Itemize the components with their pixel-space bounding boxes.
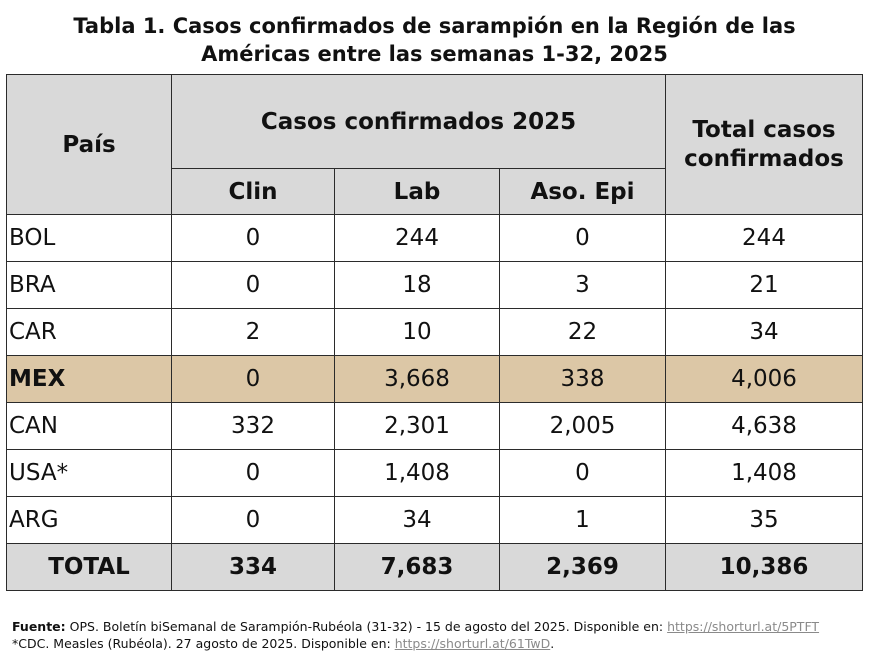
cell-country: MEX <box>6 355 172 403</box>
cell-country: CAR <box>6 308 172 356</box>
header-total-confirmed: Total casos confirmados <box>665 74 863 215</box>
cell-country: ARG <box>6 496 172 544</box>
cell-clin: 0 <box>171 496 335 544</box>
table-title: Tabla 1. Casos confirmados de sarampión … <box>0 12 869 68</box>
source-link[interactable]: https://shorturl.at/5PTFT <box>667 619 820 634</box>
table-row: CAR 2 10 22 34 <box>6 308 863 356</box>
cell-country: BOL <box>6 214 172 262</box>
cell-country: CAN <box>6 402 172 450</box>
cell-clin: 0 <box>171 449 335 497</box>
cell-total: 1,408 <box>665 449 863 497</box>
cell-clin: 2 <box>171 308 335 356</box>
header-country: País <box>6 74 172 215</box>
table-row: ARG 0 34 1 35 <box>6 496 863 544</box>
cell-lab: 3,668 <box>334 355 500 403</box>
cell-clin: 0 <box>171 355 335 403</box>
cell-total-lab: 7,683 <box>334 543 500 591</box>
cell-aso-epi: 3 <box>499 261 666 309</box>
header-confirmed-cases-2025: Casos confirmados 2025 <box>171 74 666 169</box>
cell-lab: 1,408 <box>334 449 500 497</box>
header-clin: Clin <box>171 168 335 215</box>
footnotes: Fuente: OPS. Boletín biSemanal de Saramp… <box>12 618 819 652</box>
header-aso-epi: Aso. Epi <box>499 168 666 215</box>
cell-total-clin: 334 <box>171 543 335 591</box>
table-row: CAN 332 2,301 2,005 4,638 <box>6 402 863 450</box>
cell-clin: 332 <box>171 402 335 450</box>
cell-aso-epi: 1 <box>499 496 666 544</box>
cell-total: 244 <box>665 214 863 262</box>
cell-country: USA* <box>6 449 172 497</box>
header-lab: Lab <box>334 168 500 215</box>
cell-clin: 0 <box>171 214 335 262</box>
cell-total: 4,006 <box>665 355 863 403</box>
cell-lab: 34 <box>334 496 500 544</box>
cell-lab: 244 <box>334 214 500 262</box>
table-title-line-1: Tabla 1. Casos confirmados de sarampión … <box>73 14 796 38</box>
table-row: BOL 0 244 0 244 <box>6 214 863 262</box>
cell-total-aso-epi: 2,369 <box>499 543 666 591</box>
table-row: BRA 0 18 3 21 <box>6 261 863 309</box>
source-note: Fuente: OPS. Boletín biSemanal de Saramp… <box>12 618 819 635</box>
measles-cases-table: País Casos confirmados 2025 Total casos … <box>6 74 863 591</box>
cell-total: 34 <box>665 308 863 356</box>
cell-lab: 10 <box>334 308 500 356</box>
cell-aso-epi: 338 <box>499 355 666 403</box>
cell-total: 4,638 <box>665 402 863 450</box>
cdc-note-text: *CDC. Measles (Rubéola). 27 agosto de 20… <box>12 636 395 651</box>
table-title-line-2: Américas entre las semanas 1-32, 2025 <box>201 42 668 66</box>
source-text: OPS. Boletín biSemanal de Sarampión-Rubé… <box>65 619 668 634</box>
cell-total-label: TOTAL <box>6 543 172 591</box>
table-row: USA* 0 1,408 0 1,408 <box>6 449 863 497</box>
cell-lab: 2,301 <box>334 402 500 450</box>
cdc-note: *CDC. Measles (Rubéola). 27 agosto de 20… <box>12 635 819 652</box>
cdc-note-end: . <box>550 636 555 651</box>
cell-clin: 0 <box>171 261 335 309</box>
cell-aso-epi: 2,005 <box>499 402 666 450</box>
cdc-link[interactable]: https://shorturl.at/61TwD <box>394 636 551 651</box>
table-total-row: TOTAL 334 7,683 2,369 10,386 <box>6 543 863 591</box>
cell-lab: 18 <box>334 261 500 309</box>
cell-grand-total: 10,386 <box>665 543 863 591</box>
source-label: Fuente: <box>12 619 66 634</box>
cell-aso-epi: 22 <box>499 308 666 356</box>
table-row-highlighted: MEX 0 3,668 338 4,006 <box>6 355 863 403</box>
cell-aso-epi: 0 <box>499 449 666 497</box>
cell-aso-epi: 0 <box>499 214 666 262</box>
cell-country: BRA <box>6 261 172 309</box>
cell-total: 21 <box>665 261 863 309</box>
cell-total: 35 <box>665 496 863 544</box>
